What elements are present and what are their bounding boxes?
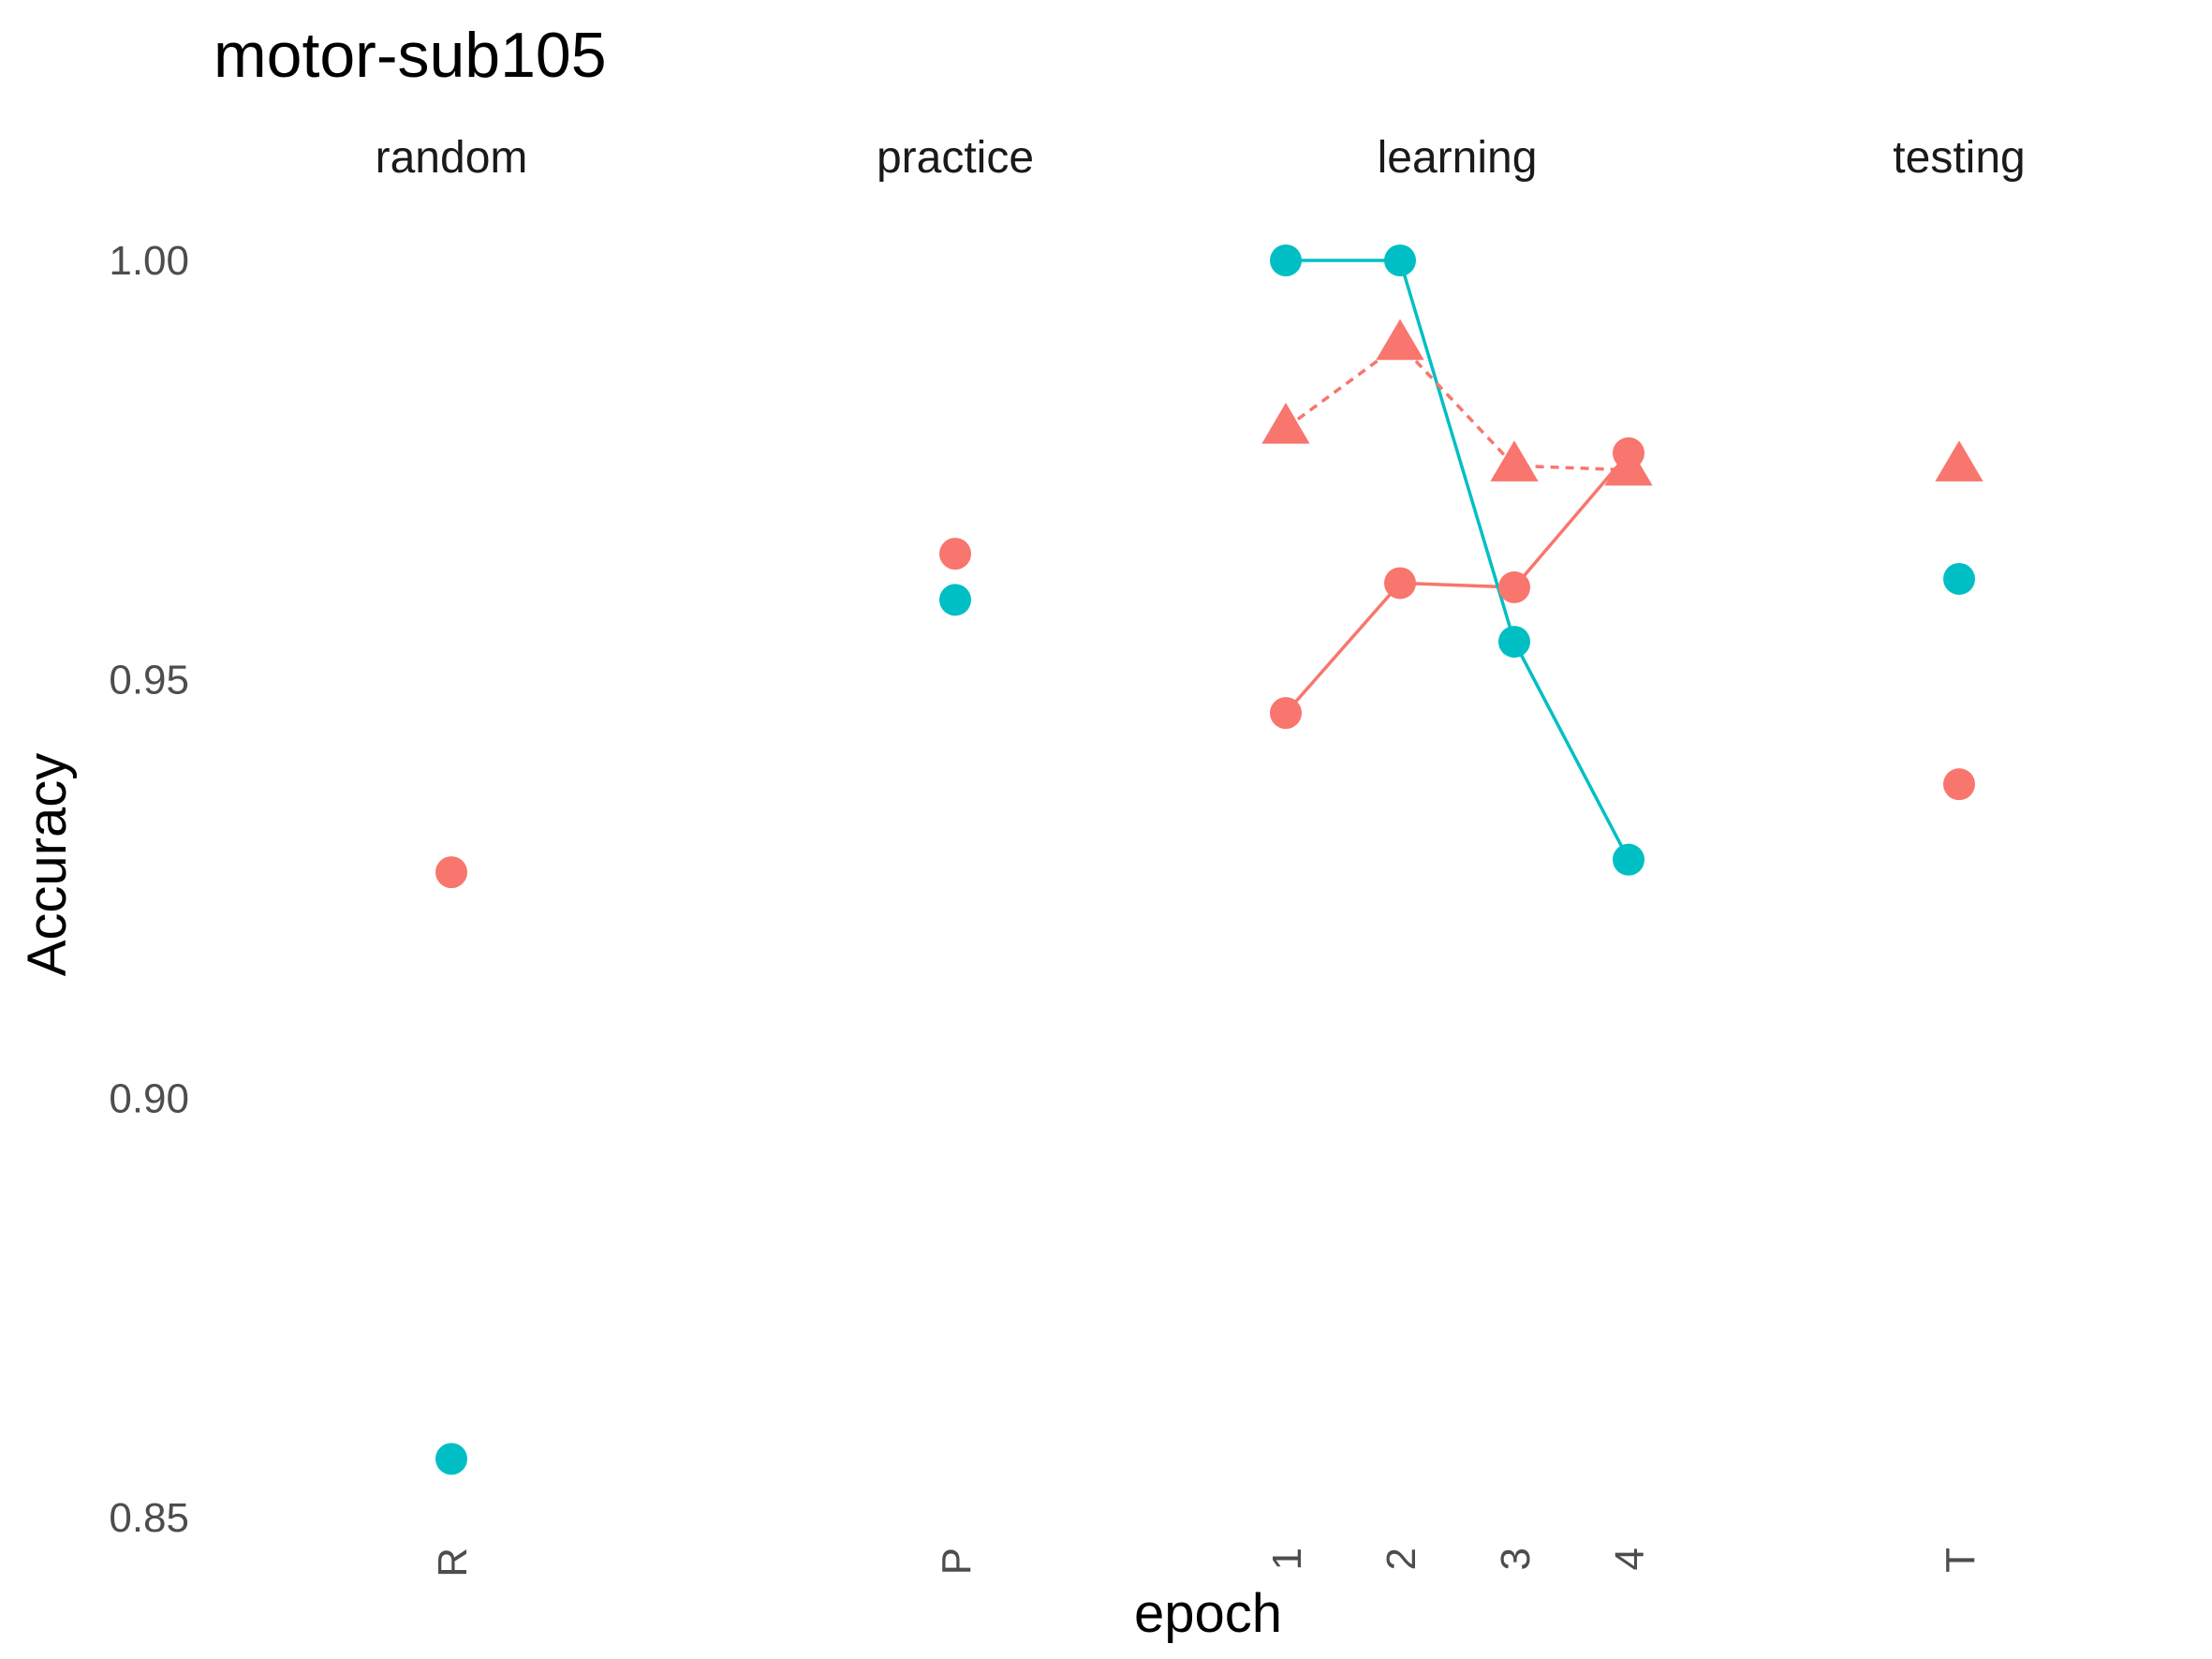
data-point-circle xyxy=(939,584,971,616)
x-tick-label: R xyxy=(430,1548,476,1578)
data-point-circle xyxy=(1270,697,1302,730)
x-axis-label: epoch xyxy=(1134,1583,1282,1644)
data-point-circle xyxy=(939,538,971,570)
x-tick-label: 3 xyxy=(1493,1548,1539,1570)
y-tick-label: 0.85 xyxy=(109,1495,189,1541)
data-point-circle xyxy=(1613,843,1644,876)
facet-label-learning: learning xyxy=(1378,133,1538,183)
data-point-circle xyxy=(1384,567,1416,600)
data-point-circle xyxy=(435,856,467,889)
data-point-triangle xyxy=(1935,440,1983,481)
y-axis-label: Accuracy xyxy=(17,753,78,977)
x-tick-label: P xyxy=(934,1548,980,1575)
facet-label-practice: practice xyxy=(877,133,1034,183)
series-line xyxy=(1284,342,1630,472)
data-point-circle xyxy=(1943,768,1975,801)
x-axis: R P 1 2 3 4 T xyxy=(430,1548,1983,1578)
data-point-circle xyxy=(1384,244,1416,276)
chart-title: motor-sub105 xyxy=(214,20,607,91)
x-tick-label: 1 xyxy=(1264,1548,1310,1570)
facet-strip-labels: random practice learning testing xyxy=(376,133,2026,183)
y-tick-label: 1.00 xyxy=(109,238,189,284)
data-point-triangle xyxy=(1490,440,1539,481)
data-point-circle xyxy=(1498,626,1530,659)
series-line xyxy=(1284,452,1630,715)
y-tick-label: 0.95 xyxy=(109,657,189,703)
data-point-triangle xyxy=(1604,444,1653,486)
facet-label-random: random xyxy=(376,133,528,183)
series-points xyxy=(435,244,1983,1475)
data-point-circle xyxy=(435,1443,467,1475)
x-tick-label: T xyxy=(1938,1548,1983,1573)
data-point-circle xyxy=(1270,244,1302,276)
data-point-triangle xyxy=(1376,318,1424,361)
series-lines xyxy=(1284,259,1630,861)
x-tick-label: 4 xyxy=(1607,1548,1653,1570)
data-point-circle xyxy=(1943,562,1975,595)
y-axis: 0.85 0.90 0.95 1.00 xyxy=(109,238,189,1541)
x-tick-label: 2 xyxy=(1379,1548,1424,1570)
data-point-circle xyxy=(1498,570,1530,603)
data-point-triangle xyxy=(1261,402,1310,444)
series-line xyxy=(1286,259,1630,861)
facet-label-testing: testing xyxy=(1893,133,2025,183)
y-tick-label: 0.90 xyxy=(109,1076,189,1122)
